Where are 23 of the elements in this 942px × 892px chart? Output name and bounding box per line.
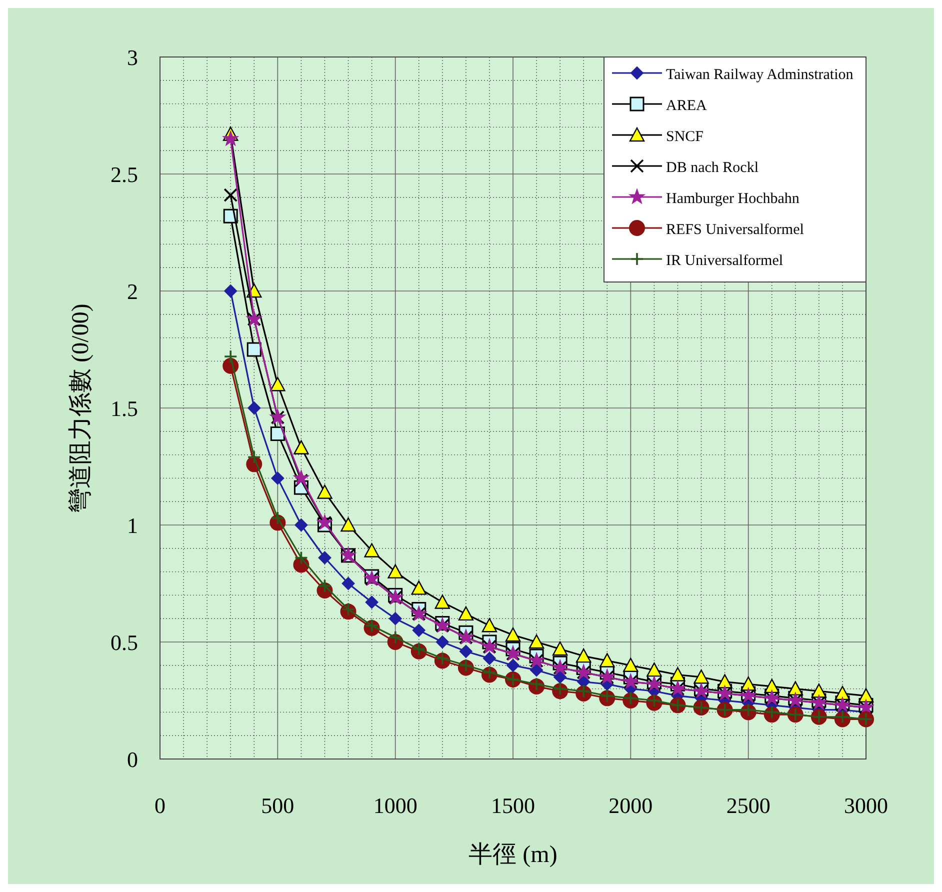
legend-label: SNCF <box>666 129 704 145</box>
legend-label: AREA <box>666 98 707 114</box>
x-tick-label: 500 <box>261 793 294 818</box>
x-tick-label: 2500 <box>726 793 770 818</box>
y-tick-label: 1.5 <box>110 396 138 421</box>
y-axis-title: 彎道阻力係數 (0/00) <box>68 304 94 512</box>
x-tick-label: 0 <box>154 793 166 818</box>
y-tick-label: 1 <box>127 513 138 538</box>
y-tick-label: 3 <box>127 45 138 70</box>
y-tick-label: 0 <box>127 747 138 772</box>
x-tick-label: 3000 <box>844 793 888 818</box>
x-axis-title: 半徑 (m) <box>468 842 558 868</box>
y-tick-label: 0.5 <box>110 630 138 655</box>
legend-label: IR Universalformel <box>666 253 784 269</box>
legend-label: REFS Universalformel <box>666 222 804 238</box>
x-tick-label: 1500 <box>491 793 535 818</box>
legend-label: Hamburger Hochbahn <box>666 191 800 207</box>
x-tick-label: 2000 <box>608 793 653 818</box>
y-tick-label: 2.5 <box>110 162 138 187</box>
legend-label: Taiwan Railway Adminstration <box>666 67 854 83</box>
x-tick-label: 1000 <box>373 793 418 818</box>
legend-label: DB nach Rockl <box>666 160 758 176</box>
y-tick-label: 2 <box>127 279 138 304</box>
